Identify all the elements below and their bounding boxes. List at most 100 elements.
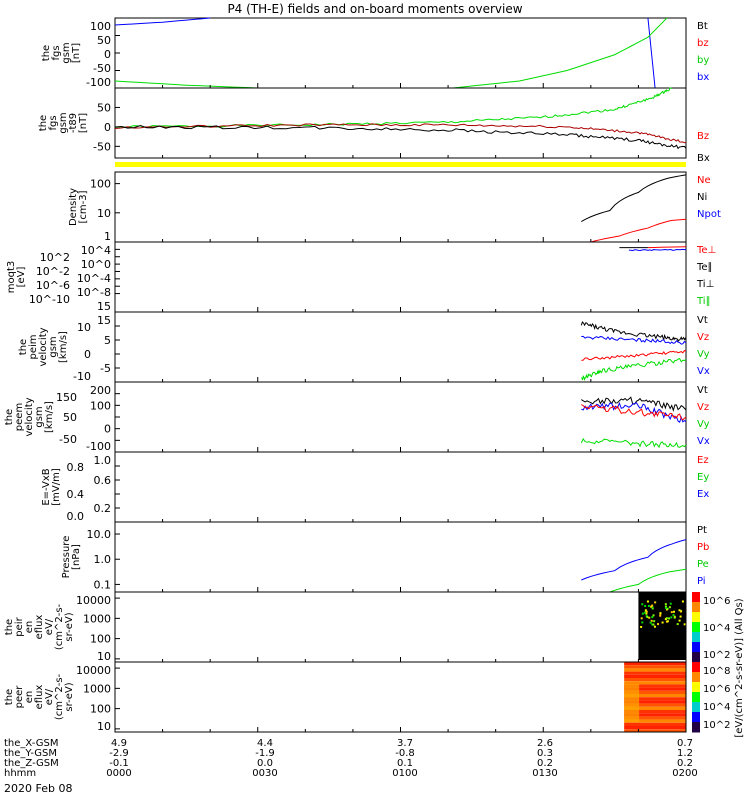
y-tick-label: 0 xyxy=(84,348,91,361)
y-axis-label: the xyxy=(38,115,49,131)
y-tick-label: 15 xyxy=(97,314,111,327)
spectrogram-pixel xyxy=(680,610,683,613)
spectrogram-pixel xyxy=(664,603,667,606)
spectrogram-pixel xyxy=(641,612,644,615)
x-row-value: 0.7 xyxy=(677,738,693,749)
spectrogram-pixel xyxy=(641,621,644,624)
colorbar-tick-label: 10^4 xyxy=(703,623,730,634)
y-tick-label: -50 xyxy=(93,62,111,75)
y-axis-label: [nPa] xyxy=(71,544,82,570)
x-row-value: 1.2 xyxy=(677,748,693,759)
y-tick-label: 0 xyxy=(104,423,111,436)
data-series-line xyxy=(114,87,673,128)
spectrogram-pixel xyxy=(653,625,656,628)
y-tick-label: -50 xyxy=(93,140,111,153)
legend-entry: Bt xyxy=(697,21,708,32)
spectrogram-row xyxy=(624,700,686,704)
legend-entry: Pb xyxy=(697,542,709,553)
y-tick-label: 100 xyxy=(90,20,111,33)
spectrogram-pixel xyxy=(665,617,668,620)
spectrogram-pixel xyxy=(650,605,653,608)
spectrogram-row xyxy=(624,665,686,669)
x-row-value: 0030 xyxy=(252,768,277,779)
y-axis-label: [nT] xyxy=(78,113,89,133)
y-tick-label: 0.4 xyxy=(67,488,85,501)
spectrogram-pixel xyxy=(653,620,656,623)
x-row-value: 0.0 xyxy=(257,758,273,769)
spectrogram-row xyxy=(624,678,686,682)
spectrogram-row xyxy=(624,706,686,710)
colorbar-segment xyxy=(692,632,700,643)
y-tick-label: 0 xyxy=(104,121,111,134)
y-axis-label: (cm^2-s- xyxy=(54,673,65,720)
y-tick-label: 0.8 xyxy=(67,461,85,474)
spectrogram-pixel xyxy=(678,619,681,622)
legend-entry: Npot xyxy=(697,209,721,220)
data-series-line xyxy=(581,350,687,361)
x-row-label: the_X-GSM xyxy=(4,738,58,749)
colorbar-tick-label: 10^8 xyxy=(703,666,730,677)
data-series-line xyxy=(609,568,687,593)
spectrogram-background xyxy=(115,592,686,662)
colorbar-segment xyxy=(692,642,700,653)
x-row-value: 0200 xyxy=(672,768,697,779)
x-row-value: -0.1 xyxy=(109,758,129,769)
legend-entry: Ex xyxy=(697,489,709,500)
spectrogram-background xyxy=(115,662,686,732)
y-axis-label: [nT] xyxy=(71,43,82,63)
spectrogram-pixel xyxy=(651,604,654,607)
spectrogram-row xyxy=(624,687,686,691)
y-tick-label: 10^4 xyxy=(81,244,111,257)
spectrogram-pixel xyxy=(681,600,684,603)
x-row-value: 0000 xyxy=(106,768,131,779)
spectrogram-pixel xyxy=(659,614,662,617)
legend-entry: Vz xyxy=(697,332,709,343)
y-tick-label: 10^-10 xyxy=(29,293,70,306)
spectrogram-pixel xyxy=(668,606,671,609)
y-tick-label: 200 xyxy=(90,384,111,397)
y-axis-label: the xyxy=(4,409,15,425)
spectrogram-pixel xyxy=(659,612,662,615)
spectrogram-row xyxy=(624,671,686,675)
colorbar-segment xyxy=(692,612,700,623)
spectrogram-pixel xyxy=(676,623,679,626)
spectrogram-pixel xyxy=(673,610,676,613)
panel-frame xyxy=(114,451,687,523)
spectrogram-pixel xyxy=(646,616,649,619)
spectrogram-row xyxy=(624,697,686,701)
y-tick-label: 0.2 xyxy=(94,502,112,515)
spectrogram-row xyxy=(624,722,686,726)
y-tick-label: 10 xyxy=(97,207,111,220)
date-label: 2020 Feb 08 xyxy=(4,782,73,795)
legend-entry: Ti∥ xyxy=(696,296,711,307)
y-tick-label: 1.0 xyxy=(94,553,112,566)
y-axis-label: [eV] xyxy=(16,267,27,288)
y-axis-label: velocity xyxy=(24,397,35,436)
y-axis-label: Density xyxy=(68,188,79,226)
y-tick-label: -5 xyxy=(100,362,111,375)
y-tick-label: 10^-4 xyxy=(77,272,111,285)
spectrogram-pixel xyxy=(672,614,675,617)
data-series-line xyxy=(647,246,687,249)
spectrogram-pixel xyxy=(673,616,676,619)
y-tick-label: 15 xyxy=(97,300,111,313)
x-row-value: -0.8 xyxy=(395,748,415,759)
spectrogram-row xyxy=(624,719,686,723)
colorbar-segment xyxy=(692,652,700,663)
spectrogram-pixel xyxy=(648,616,651,619)
y-axis-label: gsm xyxy=(58,112,69,133)
y-axis-label: E=-VxB xyxy=(41,468,52,505)
legend-entry: by xyxy=(697,55,709,66)
colorbar-tick-label: 10^2 xyxy=(703,650,730,661)
spectrogram-pixel xyxy=(645,610,648,613)
data-series-line xyxy=(580,437,687,449)
data-series-line xyxy=(590,218,687,243)
spectrogram-pixel xyxy=(683,623,686,626)
x-row-value: 3.7 xyxy=(397,738,413,749)
spectrogram-pixel xyxy=(666,620,669,623)
y-axis-label: the xyxy=(18,339,29,355)
colorbar-tick-label: 10^2 xyxy=(703,720,730,731)
y-axis-label: the xyxy=(41,45,52,61)
x-row-label: the_Z-GSM xyxy=(4,758,59,769)
